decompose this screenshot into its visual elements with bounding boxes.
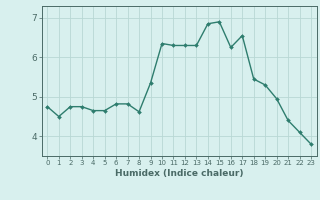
X-axis label: Humidex (Indice chaleur): Humidex (Indice chaleur) xyxy=(115,169,244,178)
